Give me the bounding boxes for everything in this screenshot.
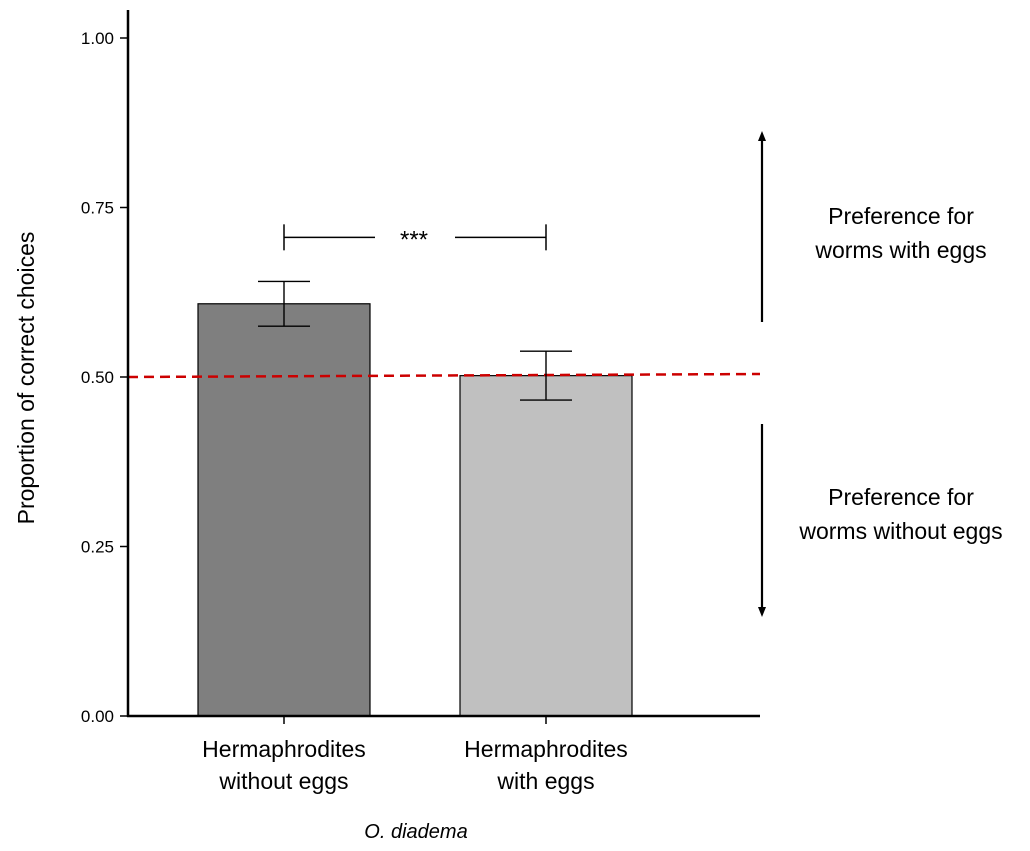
annotation-without-eggs: Preference for worms without eggs	[798, 484, 1002, 544]
annotation-with-eggs: Preference for worms with eggs	[814, 203, 986, 263]
x-category-label: Hermaphrodites with eggs	[464, 736, 628, 794]
x-axis-label: O. diadema	[364, 821, 467, 843]
error-bars-group	[258, 280, 572, 401]
reference-line-group	[127, 372, 761, 379]
y-tick-label: 0.75	[81, 199, 114, 218]
axes-group	[126, 10, 760, 718]
y-tick-label: 1.00	[81, 29, 114, 48]
y-tick-label: 0.50	[81, 368, 114, 387]
bar-0	[197, 303, 371, 717]
bar-1	[459, 375, 633, 717]
significance-group: ***	[283, 224, 547, 253]
y-tick-label: 0.00	[81, 707, 114, 726]
x-category-label: Hermaphrodites without eggs	[202, 736, 366, 794]
y-tick-label: 0.25	[81, 538, 114, 557]
significance-label: ***	[400, 226, 428, 253]
bars-group	[197, 303, 633, 717]
preference-annotations: Preference for worms with eggs Preference …	[758, 131, 1003, 617]
reference-line	[127, 372, 761, 379]
y-axis-label: Proportion of correct choices	[13, 232, 39, 525]
y-ticks-group: 0.00 0.25 0.50 0.75 1.00	[81, 29, 128, 726]
x-categories-group: Hermaphrodites without eggs Hermaphrodites…	[202, 716, 628, 794]
